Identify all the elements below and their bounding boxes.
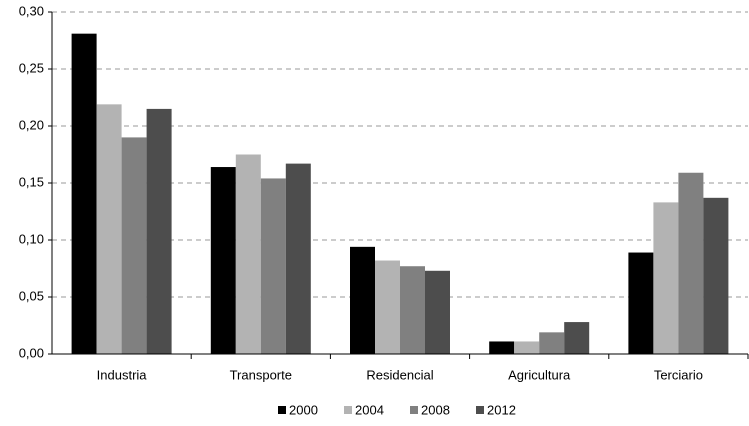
bar: [375, 260, 400, 354]
y-tick-label: 0,10: [19, 231, 44, 246]
bar: [400, 266, 425, 354]
y-tick-label: 0,00: [19, 345, 44, 360]
bar: [121, 137, 147, 354]
x-tick-label: Agricultura: [508, 367, 571, 382]
bar: [146, 108, 172, 355]
bar: [678, 172, 704, 354]
bar: [285, 163, 311, 354]
legend-label: 2004: [355, 402, 384, 417]
bar: [653, 202, 679, 354]
legend-swatch: [476, 406, 484, 414]
bar: [260, 178, 286, 354]
y-tick-label: 0,30: [19, 3, 44, 18]
bar: [96, 104, 122, 354]
legend-label: 2008: [421, 402, 450, 417]
legend-swatch: [278, 406, 286, 414]
x-tick-label: Terciario: [654, 367, 703, 382]
bar: [350, 246, 375, 354]
bar: [539, 332, 565, 354]
x-tick-label: Transporte: [230, 367, 292, 382]
bar: [703, 197, 729, 354]
legend-swatch: [410, 406, 418, 414]
y-tick-label: 0,15: [19, 174, 44, 189]
y-tick-label: 0,25: [19, 60, 44, 75]
bar: [514, 341, 540, 354]
bar: [210, 167, 236, 354]
legend-swatch: [344, 406, 352, 414]
bar: [235, 154, 261, 354]
y-tick-label: 0,20: [19, 117, 44, 132]
bar: [71, 33, 97, 354]
y-tick-label: 0,05: [19, 288, 44, 303]
bar: [564, 322, 590, 354]
legend-label: 2000: [289, 402, 318, 417]
x-tick-label: Residencial: [366, 367, 433, 382]
x-tick-label: Industria: [97, 367, 148, 382]
bar: [425, 270, 450, 354]
legend-label: 2012: [487, 402, 516, 417]
bar: [489, 341, 515, 354]
bar: [628, 252, 654, 354]
